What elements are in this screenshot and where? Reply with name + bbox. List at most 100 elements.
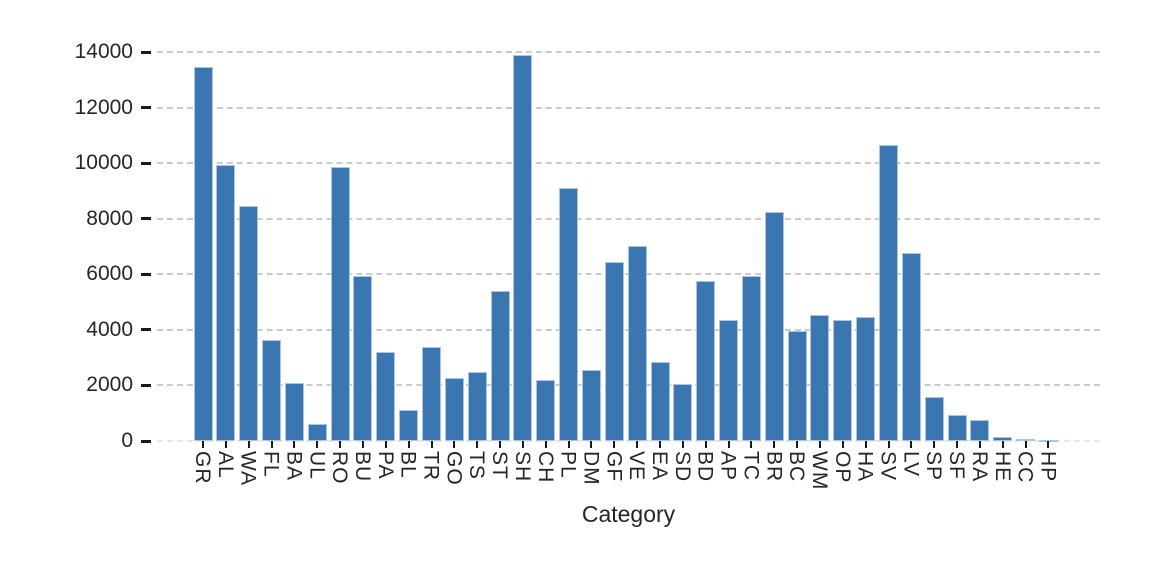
bar [810, 315, 830, 441]
bar [422, 347, 441, 441]
x-tick-label: RA [967, 451, 991, 483]
y-tick-mark [141, 106, 151, 110]
bar [193, 67, 213, 441]
x-tick-label: RO [328, 451, 352, 485]
bar [947, 415, 967, 441]
x-tick-label: EA [648, 451, 671, 482]
y-tick-mark [141, 272, 151, 276]
x-tick-label: TS [465, 451, 489, 480]
x-tick [590, 441, 593, 448]
x-tick [384, 441, 387, 448]
bar [627, 246, 647, 441]
y-tick-label: 4000 [86, 317, 133, 341]
bar [901, 253, 921, 441]
x-tick [1047, 441, 1050, 448]
x-tick-label: BL [396, 451, 420, 479]
x-tick-label: BR [762, 451, 786, 483]
x-tick [270, 441, 273, 448]
x-tick [636, 441, 639, 448]
y-tick-mark [141, 439, 151, 443]
x-tick-label: PA [373, 451, 397, 480]
x-tick-label: TC [739, 451, 763, 481]
x-tick-label: HE [990, 451, 1014, 483]
x-tick [910, 441, 913, 448]
x-tick-label: GR [191, 451, 214, 485]
y-tick-mark [141, 161, 151, 165]
x-tick [202, 441, 204, 448]
bar [513, 55, 533, 441]
y-tick-label: 10000 [74, 151, 133, 175]
y-tick-label: 2000 [86, 373, 133, 397]
x-tick [841, 441, 844, 448]
x-tick [430, 441, 433, 448]
x-tick [613, 441, 616, 448]
x-tick-label: VE [625, 451, 649, 482]
x-tick [818, 441, 821, 448]
x-tick-label: HA [853, 451, 877, 483]
x-tick [544, 441, 547, 448]
x-tick [956, 441, 959, 448]
x-tick [453, 441, 456, 448]
x-tick-label: BD [693, 451, 717, 483]
x-tick [339, 441, 342, 448]
bar [879, 145, 898, 441]
bar [536, 380, 556, 441]
y-tick-label: 8000 [86, 206, 133, 230]
x-tick-label: GO [442, 451, 466, 486]
x-tick [864, 441, 867, 448]
bar [284, 383, 304, 441]
bar [970, 420, 990, 441]
bar [856, 317, 876, 441]
gridline [157, 106, 1100, 109]
y-tick-label: 6000 [86, 262, 133, 286]
x-tick [727, 441, 730, 448]
bar [604, 262, 624, 441]
x-tick-label: BU [350, 451, 374, 483]
gridline [157, 51, 1100, 53]
x-tick-label: SV [876, 451, 900, 482]
gridline [157, 162, 1100, 165]
gridline [157, 217, 1100, 220]
x-tick [1001, 441, 1004, 448]
bar [353, 276, 373, 441]
gridline [157, 440, 1100, 442]
x-tick [316, 441, 319, 448]
bar [924, 397, 944, 441]
bar [444, 378, 464, 441]
x-tick [521, 441, 524, 448]
bar [307, 424, 327, 441]
bar [559, 188, 579, 441]
x-tick-label: DM [579, 451, 603, 486]
bar [764, 212, 784, 441]
x-tick [978, 441, 981, 448]
bar [216, 165, 236, 441]
bar [490, 291, 510, 441]
x-tick-label: BA [282, 451, 306, 482]
bar [650, 362, 670, 441]
y-tick-label: 12000 [74, 95, 133, 119]
x-tick-label: UL [305, 451, 329, 480]
x-tick [773, 441, 776, 448]
x-tick-label: AP [716, 451, 740, 482]
x-tick-label: HP [1036, 451, 1060, 483]
x-tick [476, 441, 479, 448]
x-tick-label: WA [236, 451, 260, 487]
x-tick [361, 441, 364, 448]
x-tick [567, 441, 570, 448]
bar [993, 437, 1013, 441]
x-tick-label: TR [419, 451, 443, 481]
x-tick-label: SF [945, 451, 969, 480]
y-tick-mark [141, 50, 151, 54]
y-tick-mark [141, 383, 151, 387]
x-tick [659, 441, 661, 448]
x-tick-label: CH [533, 451, 557, 484]
bar [376, 352, 396, 441]
x-tick [293, 441, 296, 448]
x-tick-label: FL [259, 451, 283, 478]
y-tick-label: 0 [121, 429, 133, 452]
x-tick-label: SD [670, 451, 694, 483]
x-tick [704, 441, 707, 448]
x-tick-label: LV [899, 451, 923, 478]
x-tick [887, 441, 890, 448]
